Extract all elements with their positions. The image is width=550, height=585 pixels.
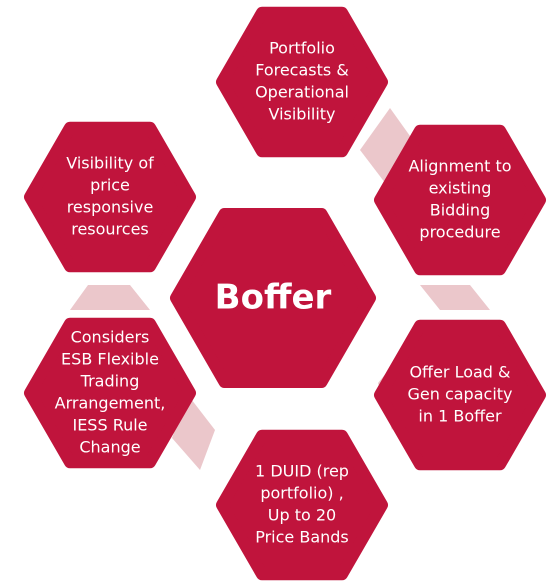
- node-label: Trading: [80, 372, 140, 391]
- center-label: Boffer: [215, 278, 332, 318]
- node-label: existing: [429, 179, 492, 198]
- node-label: Portfolio: [269, 39, 335, 58]
- node-label: portfolio) ,: [260, 484, 343, 503]
- node-label: 1 DUID (rep: [255, 462, 349, 481]
- node-label: Up to 20: [268, 506, 336, 525]
- node-label: Change: [79, 438, 140, 457]
- node-label: ESB Flexible: [61, 350, 159, 369]
- node-label: IESS Rule: [72, 416, 147, 435]
- node-hexagon: [374, 124, 546, 276]
- node-hexagon: [374, 319, 546, 471]
- node-label: in 1 Boffer: [418, 407, 502, 426]
- node-hexagon: [216, 429, 388, 581]
- node-label: price: [90, 176, 130, 195]
- connector: [70, 285, 150, 310]
- node-hexagon: [216, 6, 388, 158]
- node-hexagon: [24, 121, 196, 273]
- node-label: Considers: [71, 328, 150, 347]
- node-label: responsive: [67, 198, 154, 217]
- hexagons: Portfolio Forecasts & Operational Visibilit…: [24, 6, 546, 581]
- node-label: Forecasts &: [255, 61, 349, 80]
- node-label: Operational: [255, 83, 349, 102]
- node-label: Bidding: [430, 201, 490, 220]
- node-label: Visibility of: [66, 154, 154, 173]
- node-label: Price Bands: [255, 528, 349, 547]
- node-label: procedure: [419, 223, 500, 242]
- node-label: Alignment to: [408, 157, 511, 176]
- node-label: Visibility: [268, 105, 335, 124]
- connector: [420, 285, 490, 310]
- node-hexagon: [24, 317, 196, 469]
- node-label: Gen capacity: [407, 385, 512, 404]
- node-label: resources: [71, 220, 149, 239]
- node-label: Offer Load &: [409, 363, 510, 382]
- node-label: Arrangement,: [55, 394, 166, 413]
- center-hexagon: [170, 208, 376, 388]
